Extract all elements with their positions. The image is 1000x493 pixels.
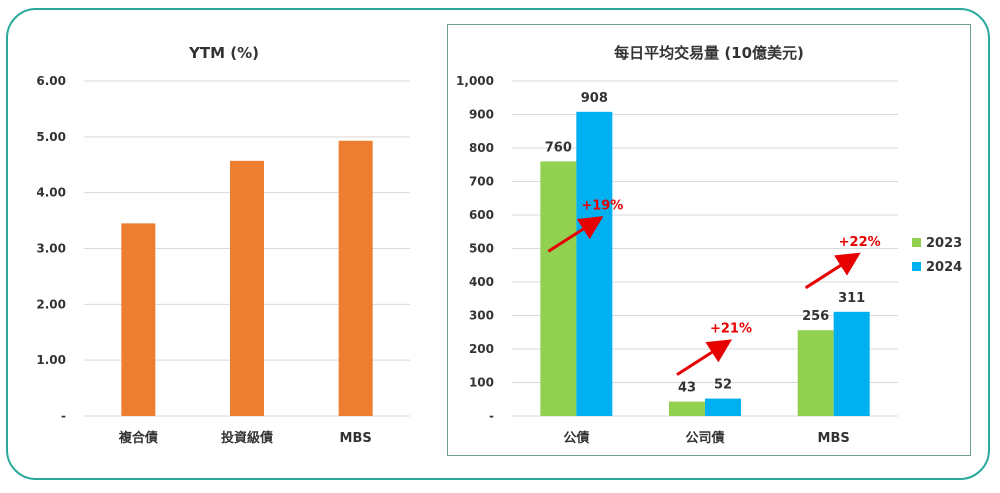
- volume-y-tick-label: 1,000: [456, 74, 494, 88]
- ytm-y-tick-label: 1.00: [36, 353, 66, 367]
- ytm-y-tick-label: 2.00: [36, 297, 66, 311]
- growth-arrow: [804, 252, 861, 290]
- volume-data-label: 256: [802, 309, 829, 324]
- ytm-bar: [230, 160, 264, 416]
- ytm-category-label: 投資級債: [221, 430, 273, 446]
- legend-swatch-2023: [912, 238, 921, 247]
- growth-annotation: +21%: [710, 322, 752, 337]
- volume-bar-2023: [540, 161, 577, 416]
- volume-y-tick-label: 500: [469, 242, 494, 256]
- legend-label: 2023: [926, 236, 962, 251]
- volume-category-label: 公債: [563, 430, 589, 446]
- volume-y-tick-label: 400: [469, 275, 494, 289]
- ytm-y-tick-label: 5.00: [36, 130, 66, 144]
- growth-arrow: [547, 216, 604, 253]
- growth-arrow: [676, 339, 733, 376]
- volume-bar-2024: [705, 398, 741, 416]
- volume-chart: 每日平均交易量 (10億美元) - 100 200 300 400 500 600 700 80…: [456, 44, 962, 446]
- ytm-category-label: MBS: [340, 431, 372, 446]
- volume-data-label: 43: [678, 381, 696, 396]
- ytm-y-tick-label: 3.00: [36, 242, 66, 256]
- volume-y-tick-label: 200: [469, 342, 494, 356]
- growth-annotation: +19%: [581, 198, 623, 213]
- legend-label: 2024: [926, 260, 962, 275]
- volume-bar-2024: [833, 311, 870, 416]
- volume-y-tick-label: 800: [469, 141, 494, 155]
- ytm-category-label: 複合債: [118, 430, 158, 446]
- volume-category-label: 公司債: [685, 430, 724, 446]
- volume-data-label: 311: [838, 291, 865, 306]
- volume-data-label: 52: [714, 378, 732, 393]
- volume-y-tick-label: 700: [469, 175, 494, 189]
- ytm-y-tick-label: 6.00: [36, 74, 66, 88]
- volume-chart-title: 每日平均交易量 (10億美元): [614, 44, 804, 62]
- volume-y-tick-label: -: [489, 409, 494, 423]
- volume-data-label: 760: [545, 140, 572, 155]
- volume-category-label: MBS: [818, 431, 850, 446]
- volume-bar-2023: [797, 330, 834, 416]
- volume-y-tick-label: 900: [469, 108, 494, 122]
- ytm-y-tick-label: 4.00: [36, 186, 66, 200]
- ytm-bar: [338, 140, 373, 416]
- volume-data-label: 908: [581, 91, 608, 106]
- volume-y-tick-label: 600: [469, 208, 494, 222]
- ytm-chart-title: YTM (%): [188, 44, 259, 62]
- legend-swatch-2024: [912, 262, 921, 271]
- ytm-chart: YTM (%) - 1.00 2.00 3.00 4.00 5.00 6.00 複合債 投資級…: [36, 44, 410, 446]
- volume-y-tick-label: 300: [469, 309, 494, 323]
- volume-bar-2023: [669, 401, 705, 416]
- right-panel-border: [447, 24, 971, 456]
- ytm-bar: [121, 223, 156, 416]
- ytm-y-tick-label: -: [61, 409, 66, 423]
- volume-y-tick-label: 100: [469, 376, 494, 390]
- volume-bar-2024: [576, 111, 613, 416]
- growth-annotation: +22%: [839, 235, 881, 250]
